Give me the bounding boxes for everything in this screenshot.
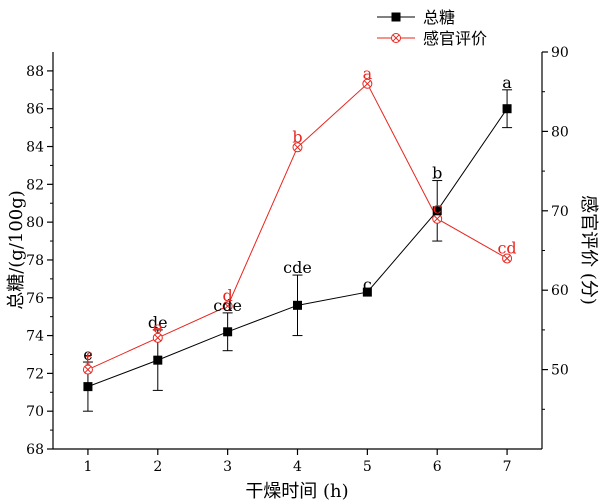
sensory-score-significance-label: c xyxy=(433,199,442,218)
left-y-axis-title: 总糖/(g/100g) xyxy=(6,190,27,310)
legend-entry-total-sugar: 总糖 xyxy=(377,8,455,27)
total-sugar-point xyxy=(362,287,372,297)
right-y-tick-label: 70 xyxy=(551,204,569,220)
total-sugar-significance-label: cde xyxy=(213,296,242,315)
total-sugar-significance-label: a xyxy=(502,73,512,92)
left-y-tick-label: 86 xyxy=(26,102,44,118)
legend-entry-sensory-score: 感官评价 xyxy=(377,29,487,48)
right-y-tick-label: 80 xyxy=(551,124,569,140)
x-tick-label: 2 xyxy=(153,459,162,475)
x-axis-title: 干燥时间 (h) xyxy=(245,481,348,502)
sensory-score-point xyxy=(292,142,303,153)
left-y-tick-label: 80 xyxy=(26,215,44,231)
legend-label: 感官评价 xyxy=(423,29,487,48)
sensory-score-point xyxy=(152,332,163,343)
sensory-score-significance-label: d xyxy=(223,286,233,305)
left-y-tick-label: 76 xyxy=(26,291,44,307)
sensory-score-significance-label: a xyxy=(363,64,373,83)
sensory-score-point xyxy=(432,213,443,224)
left-y-tick-label: 82 xyxy=(26,177,44,193)
x-tick-label: 3 xyxy=(223,459,232,475)
total-sugar-significance-label: e xyxy=(83,345,92,364)
right-y-tick-label: 60 xyxy=(551,283,569,299)
total-sugar-point xyxy=(153,355,163,365)
axes: 1 2 3 4 5 6 7 68 70 72 74 76 78 80 82 84 86 88 50 60 70 80 90 xyxy=(26,45,569,475)
total-sugar-significance-label: cde xyxy=(283,258,312,277)
sensory-score-significance-label: f xyxy=(85,350,92,369)
total-sugar-significance-label: c xyxy=(363,275,372,294)
x-tick-label: 4 xyxy=(293,459,302,475)
x-tick-label: 6 xyxy=(433,459,442,475)
right-y-axis-title: 感官评价 (分) xyxy=(578,195,599,305)
left-y-tick-label: 68 xyxy=(26,442,44,458)
left-y-tick-label: 70 xyxy=(26,404,44,420)
sensory-score-point xyxy=(502,253,513,264)
total-sugar-point xyxy=(502,104,512,114)
sensory-score-point xyxy=(222,301,233,312)
x-tick-label: 5 xyxy=(363,459,372,475)
sensory-score-significance-label: e xyxy=(153,318,162,337)
x-tick-label: 1 xyxy=(83,459,92,475)
total-sugar-point xyxy=(223,327,233,337)
legend-marker xyxy=(391,12,401,22)
total-sugar-significance-label: b xyxy=(432,164,442,183)
left-y-tick-label: 72 xyxy=(26,366,44,382)
left-y-tick-label: 88 xyxy=(26,64,44,80)
total-sugar-point xyxy=(83,382,93,392)
left-y-tick-label: 84 xyxy=(26,140,44,156)
legend-label: 总糖 xyxy=(423,8,455,27)
legend-marker xyxy=(391,33,401,43)
total-sugar-significance-label: de xyxy=(148,313,168,332)
x-tick-label: 7 xyxy=(503,459,512,475)
total-sugar-point xyxy=(293,300,302,310)
left-y-tick-label: 74 xyxy=(26,329,44,345)
right-y-tick-label: 50 xyxy=(551,363,569,379)
sensory-score-point xyxy=(82,364,93,375)
sensory-score-significance-label: b xyxy=(292,127,302,146)
left-y-tick-label: 78 xyxy=(26,253,44,269)
total-sugar-point xyxy=(432,206,442,216)
right-y-tick-label: 90 xyxy=(551,45,569,61)
sensory-score-point xyxy=(362,78,373,89)
sensory-score-significance-label: cd xyxy=(497,238,516,257)
